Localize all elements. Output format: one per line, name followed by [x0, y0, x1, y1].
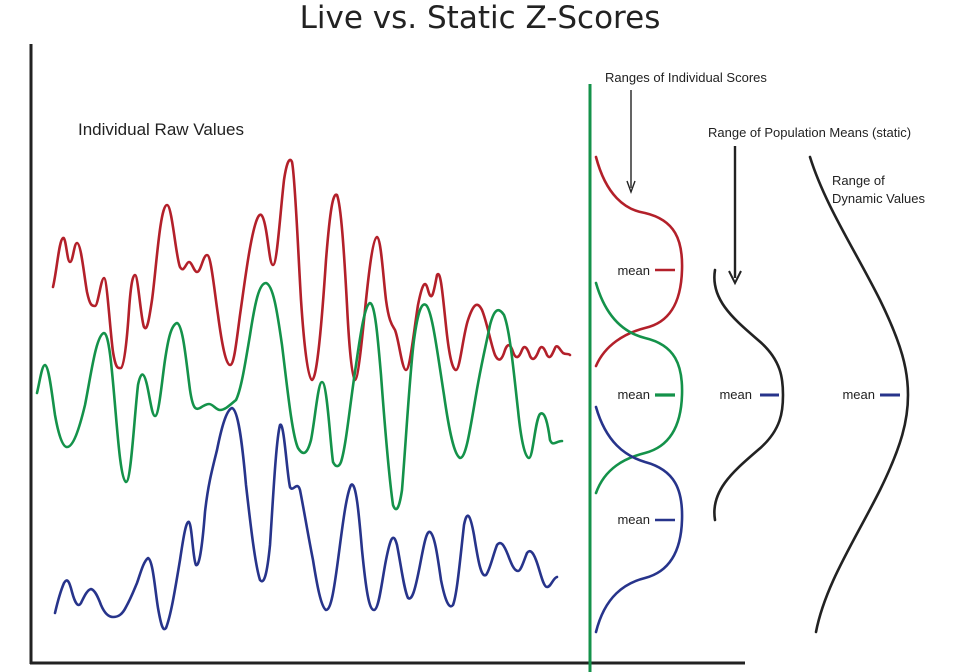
raw-values-label: Individual Raw Values [78, 120, 244, 139]
population-mean-label: mean [719, 387, 752, 402]
red-individual-range-curve [594, 155, 684, 368]
population-means-arrowhead-icon [728, 270, 742, 286]
dynamic-mean-label: mean [842, 387, 875, 402]
green-individual-range-curve [594, 281, 684, 495]
population-means-label: Range of Population Means (static) [708, 125, 911, 140]
blue-raw-value-wave [53, 406, 559, 631]
dynamic-values-curve [808, 155, 910, 634]
blue-mean-label: mean [617, 512, 650, 527]
population-means-curve [713, 268, 785, 522]
blue-individual-range-curve [594, 405, 684, 634]
red-raw-value-wave [51, 158, 572, 382]
green-mean-label: mean [617, 387, 650, 402]
individual-ranges-label: Ranges of Individual Scores [605, 70, 767, 85]
dynamic-values-label-line1: Range of [832, 173, 885, 188]
green-raw-value-wave [35, 281, 564, 511]
red-mean-label: mean [617, 263, 650, 278]
dynamic-values-label-line2: Dynamic Values [832, 191, 925, 206]
individual-ranges-arrowhead-icon [626, 180, 636, 195]
diagram-title: Live vs. Static Z-Scores [300, 0, 661, 36]
